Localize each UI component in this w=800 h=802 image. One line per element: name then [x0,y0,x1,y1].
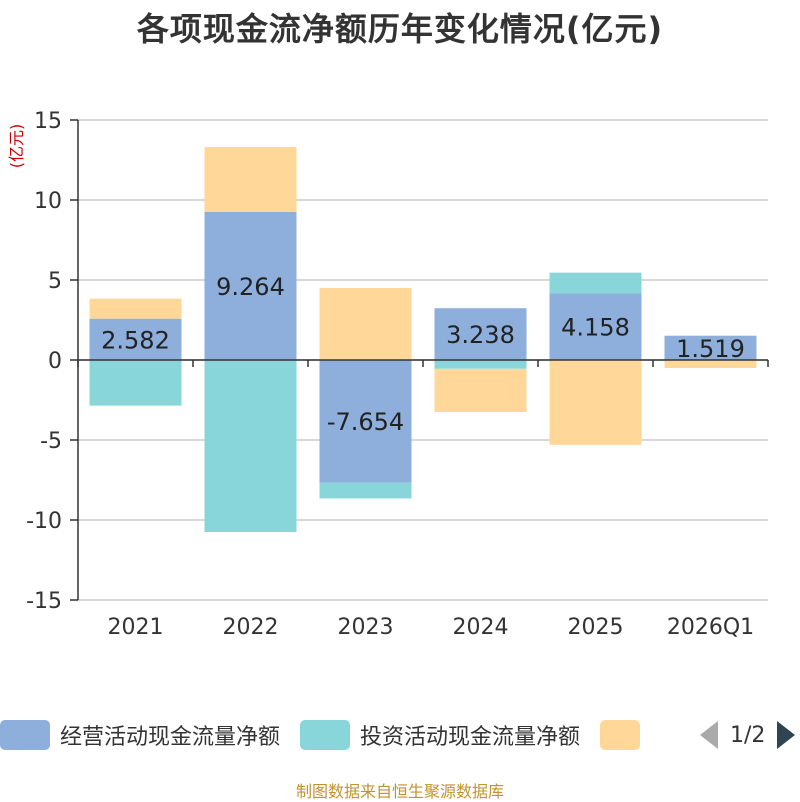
bar-s2-2023 [319,288,412,360]
bar-s1-2024 [434,360,527,369]
y-tick-label: -10 [26,509,62,534]
y-tick-label: 15 [34,109,62,134]
y-tick-label: 0 [48,349,62,374]
legend-label-operating: 经营活动现金流量净额 [60,725,281,750]
data-label-2021: 2.582 [101,326,170,354]
legend-pager: 1/2 [700,718,796,752]
data-label-2024: 3.238 [446,321,515,349]
legend-label-investing: 投资活动现金流量净额 [360,725,581,750]
y-tick-label: -5 [40,429,62,454]
bar-s0-2022 [204,211,297,360]
bar-s2-2025 [549,360,642,445]
legend-prev-icon[interactable] [700,721,718,749]
x-tick-label-2021: 2021 [108,615,164,640]
x-tick-label-2026Q1: 2026Q1 [667,615,754,640]
y-tick-label: -15 [26,589,62,614]
legend-item-operating[interactable]: 经营活动现金流量净额 [0,719,280,751]
legend-page-indicator: 1/2 [730,722,766,748]
bar-s2-2022 [204,146,297,212]
data-source-note: 制图数据来自恒生聚源数据库 [295,782,504,801]
bar-s0-2021 [89,318,182,360]
bar-s0-2023 [319,360,412,483]
bar-s2-2026Q1 [664,360,757,368]
x-tick-label-2024: 2024 [453,615,509,640]
chart-title: 各项现金流净额历年变化情况(亿元) [136,10,664,48]
legend-item-investing[interactable]: 投资活动现金流量净额 [300,719,580,751]
bar-s2-2021 [89,298,182,319]
bar-s1-2021 [89,360,182,406]
bar-s0-2024 [434,308,527,360]
bar-s1-2025 [549,272,642,294]
data-label-2026Q1: 1.519 [676,335,745,363]
legend-item-third[interactable] [600,720,650,750]
data-label-2025: 4.158 [561,314,630,342]
data-label-2022: 9.264 [216,273,285,301]
data-label-2023: -7.654 [327,408,404,436]
bar-s0-2026Q1 [664,335,757,360]
legend-swatch-investing [300,720,351,750]
legend-swatch-operating [0,720,50,750]
x-tick-label-2023: 2023 [338,615,394,640]
y-tick-label: 10 [34,189,62,214]
x-tick-label-2025: 2025 [568,615,624,640]
bar-s0-2025 [549,293,642,360]
legend-next-icon[interactable] [777,721,796,749]
bar-s1-2023 [319,482,412,499]
bar-s2-2024 [434,368,527,412]
x-tick-label-2022: 2022 [223,615,279,640]
chart-plot: 15 10 5 0 -5 -10 -15 (亿元) 2.582 9.264 -7.654 3.238 4… [7,109,769,640]
legend: 经营活动现金流量净额 投资活动现金流量净额 [0,718,670,752]
y-axis-label: (亿元) [7,124,26,169]
bar-s1-2022 [204,360,297,532]
legend-swatch-third [600,720,641,750]
y-tick-label: 5 [48,269,62,294]
